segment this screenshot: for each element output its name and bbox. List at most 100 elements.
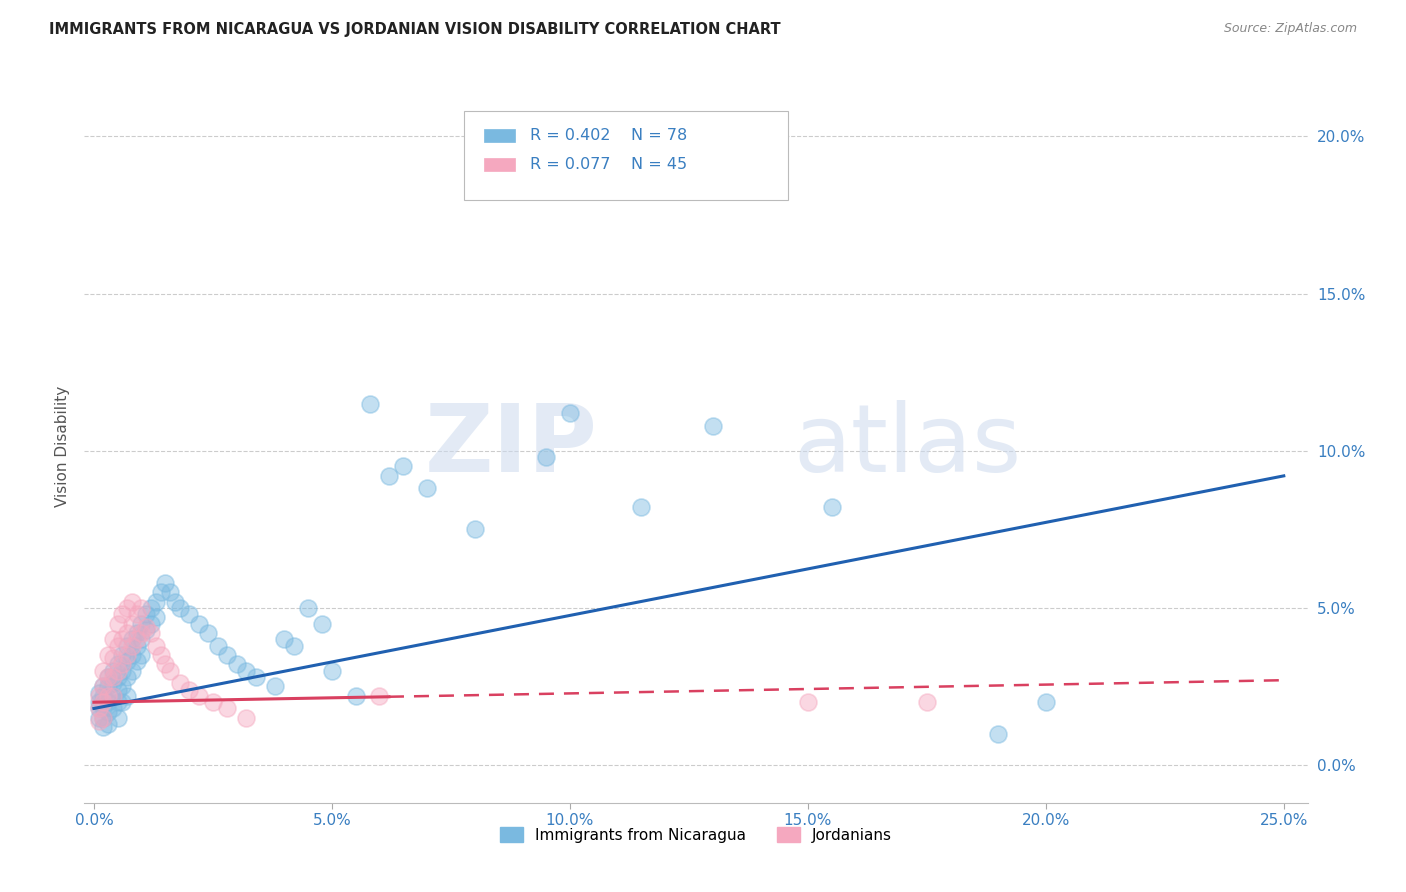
Point [121, 664, 143, 678]
Point [159, 585, 181, 599]
Point [115, 689, 138, 703]
Point [235, 664, 257, 678]
Point [111, 632, 134, 647]
Point [139, 626, 162, 640]
Point [155, 657, 177, 672]
Point [115, 600, 138, 615]
Point [297, 600, 319, 615]
Point [125, 607, 148, 622]
Text: ZIP: ZIP [425, 400, 598, 492]
FancyBboxPatch shape [484, 129, 515, 142]
Point [987, 726, 1010, 740]
Point [121, 594, 143, 608]
Point [139, 616, 162, 631]
Point [101, 664, 124, 678]
Point [97, 717, 120, 731]
Point [93, 695, 115, 709]
Point [149, 648, 172, 662]
Point [139, 600, 162, 615]
Point [155, 575, 177, 590]
Point [131, 600, 153, 615]
Point [107, 639, 129, 653]
Point [159, 664, 181, 678]
Point [321, 664, 343, 678]
Point [273, 632, 295, 647]
Point [915, 695, 938, 709]
Text: IMMIGRANTS FROM NICARAGUA VS JORDANIAN VISION DISABILITY CORRELATION CHART: IMMIGRANTS FROM NICARAGUA VS JORDANIAN V… [49, 22, 780, 37]
Point [416, 482, 439, 496]
Point [87, 689, 110, 703]
Point [93, 689, 115, 703]
Point [93, 711, 115, 725]
Point [111, 657, 134, 672]
Point [107, 695, 129, 709]
Point [125, 654, 148, 668]
Point [145, 594, 167, 608]
Point [201, 695, 224, 709]
Point [87, 701, 110, 715]
Point [558, 406, 581, 420]
Point [115, 626, 138, 640]
Point [101, 701, 124, 715]
Point [149, 585, 172, 599]
Point [1035, 695, 1057, 709]
Point [263, 680, 285, 694]
Point [115, 639, 138, 653]
FancyBboxPatch shape [484, 158, 515, 170]
Point [107, 682, 129, 697]
Text: atlas: atlas [794, 400, 1022, 492]
Point [131, 616, 153, 631]
Point [359, 396, 381, 410]
Point [121, 616, 143, 631]
Point [87, 701, 110, 715]
Point [101, 632, 124, 647]
FancyBboxPatch shape [464, 111, 787, 200]
Point [97, 670, 120, 684]
Point [131, 632, 153, 647]
Point [169, 600, 191, 615]
Point [163, 594, 186, 608]
Point [311, 616, 333, 631]
Point [97, 670, 120, 684]
Point [820, 500, 842, 515]
Point [115, 654, 138, 668]
Point [378, 468, 401, 483]
Point [111, 664, 134, 678]
Point [87, 686, 110, 700]
Point [101, 670, 124, 684]
Point [145, 639, 167, 653]
Point [187, 689, 209, 703]
Point [107, 670, 129, 684]
Point [702, 418, 724, 433]
Point [197, 626, 219, 640]
Point [125, 639, 148, 653]
Point [135, 620, 157, 634]
Point [107, 616, 129, 631]
Point [87, 695, 110, 709]
Point [121, 632, 143, 647]
Legend: Immigrants from Nicaragua, Jordanians: Immigrants from Nicaragua, Jordanians [494, 821, 898, 848]
Point [111, 680, 134, 694]
Point [207, 639, 229, 653]
Point [392, 459, 415, 474]
Point [368, 689, 391, 703]
Point [630, 500, 652, 515]
Point [107, 711, 129, 725]
Point [115, 670, 138, 684]
Point [187, 616, 209, 631]
Point [217, 648, 239, 662]
Point [177, 682, 200, 697]
Point [87, 711, 110, 725]
Point [235, 711, 257, 725]
Point [245, 670, 267, 684]
Point [125, 632, 148, 647]
Point [111, 695, 134, 709]
Point [97, 705, 120, 719]
Text: R = 0.077    N = 45: R = 0.077 N = 45 [530, 157, 688, 171]
Point [101, 651, 124, 665]
Point [169, 676, 191, 690]
Point [534, 450, 557, 464]
Point [135, 607, 157, 622]
Point [97, 680, 120, 694]
Text: Source: ZipAtlas.com: Source: ZipAtlas.com [1223, 22, 1357, 36]
